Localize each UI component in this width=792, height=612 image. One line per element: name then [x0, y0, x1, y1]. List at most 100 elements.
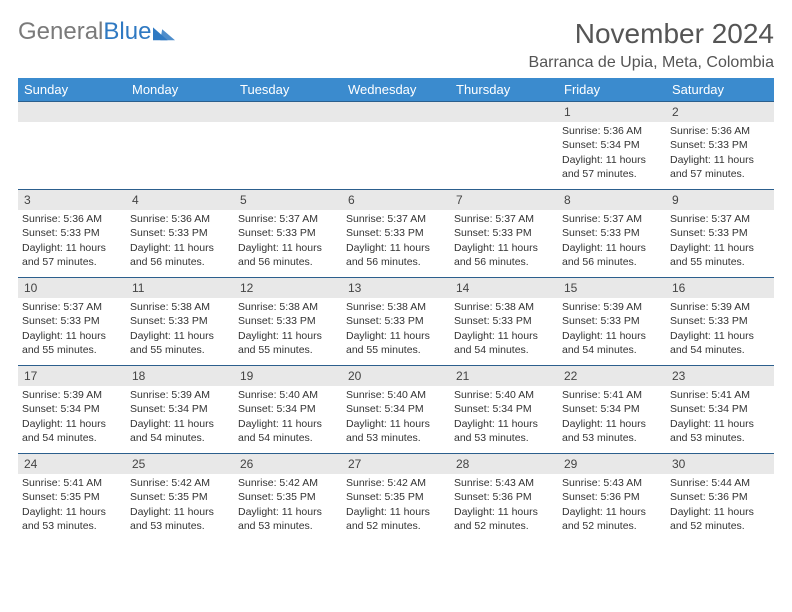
sunrise-text: Sunrise: 5:40 AM	[454, 388, 554, 402]
sunrise-text: Sunrise: 5:41 AM	[562, 388, 662, 402]
day-number: 8	[558, 190, 666, 210]
daylight-text: Daylight: 11 hours and 55 minutes.	[22, 329, 122, 357]
calendar-cell: 4Sunrise: 5:36 AMSunset: 5:33 PMDaylight…	[126, 190, 234, 278]
logo-text: GeneralBlue	[18, 18, 151, 46]
daylight-text: Daylight: 11 hours and 53 minutes.	[670, 417, 770, 445]
sunset-text: Sunset: 5:33 PM	[562, 226, 662, 240]
calendar-week: 24Sunrise: 5:41 AMSunset: 5:35 PMDayligh…	[18, 454, 774, 542]
calendar-cell: 22 Sunrise: 5:41 AMSunset: 5:34 PMDayligh…	[558, 366, 666, 454]
sunrise-text: Sunrise: 5:40 AM	[346, 388, 446, 402]
daylight-text: Daylight: 11 hours and 53 minutes.	[22, 505, 122, 533]
sunset-text: Sunset: 5:34 PM	[238, 402, 338, 416]
logo: GeneralBlue	[18, 18, 175, 46]
day-number: 26	[234, 454, 342, 474]
calendar-week: 1Sunrise: 5:36 AMSunset: 5:34 PMDaylight…	[18, 102, 774, 190]
daylight-text: Daylight: 11 hours and 53 minutes.	[454, 417, 554, 445]
sunset-text: Sunset: 5:36 PM	[454, 490, 554, 504]
daylight-text: Daylight: 11 hours and 53 minutes.	[238, 505, 338, 533]
sunset-text: Sunset: 5:33 PM	[670, 314, 770, 328]
calendar-cell: 1Sunrise: 5:36 AMSunset: 5:34 PMDaylight…	[558, 102, 666, 190]
daylight-text: Daylight: 11 hours and 52 minutes.	[670, 505, 770, 533]
location-text: Barranca de Upia, Meta, Colombia	[529, 54, 774, 72]
calendar-cell: 13Sunrise: 5:38 AMSunset: 5:33 PMDayligh…	[342, 278, 450, 366]
daylight-text: Daylight: 11 hours and 56 minutes.	[562, 241, 662, 269]
day-header: Saturday	[666, 78, 774, 102]
calendar-cell: 20Sunrise: 5:40 AMSunset: 5:34 PMDayligh…	[342, 366, 450, 454]
sunset-text: Sunset: 5:33 PM	[130, 314, 230, 328]
sunrise-text: Sunrise: 5:42 AM	[346, 476, 446, 490]
calendar-cell: 29Sunrise: 5:43 AMSunset: 5:36 PMDayligh…	[558, 454, 666, 542]
sunset-text: Sunset: 5:33 PM	[454, 226, 554, 240]
day-number: 15	[558, 278, 666, 298]
calendar-cell: 24Sunrise: 5:41 AMSunset: 5:35 PMDayligh…	[18, 454, 126, 542]
calendar-cell: 30Sunrise: 5:44 AMSunset: 5:36 PMDayligh…	[666, 454, 774, 542]
day-header: Tuesday	[234, 78, 342, 102]
daylight-text: Daylight: 11 hours and 55 minutes.	[670, 241, 770, 269]
day-number: 7	[450, 190, 558, 210]
sunset-text: Sunset: 5:33 PM	[130, 226, 230, 240]
day-number: 9	[666, 190, 774, 210]
day-number: 25	[126, 454, 234, 474]
sunset-text: Sunset: 5:33 PM	[670, 226, 770, 240]
header: GeneralBlue November 2024 Barranca de Up…	[18, 18, 774, 72]
sunrise-text: Sunrise: 5:39 AM	[562, 300, 662, 314]
daylight-text: Daylight: 11 hours and 53 minutes.	[346, 417, 446, 445]
calendar-week: 10Sunrise: 5:37 AMSunset: 5:33 PMDayligh…	[18, 278, 774, 366]
day-header: Friday	[558, 78, 666, 102]
sunrise-text: Sunrise: 5:39 AM	[130, 388, 230, 402]
calendar-cell: 2Sunrise: 5:36 AMSunset: 5:33 PMDaylight…	[666, 102, 774, 190]
day-number	[18, 102, 126, 122]
logo-word-1: General	[18, 18, 103, 45]
day-number: 6	[342, 190, 450, 210]
daylight-text: Daylight: 11 hours and 53 minutes.	[130, 505, 230, 533]
calendar-cell	[18, 102, 126, 190]
sunrise-text: Sunrise: 5:37 AM	[562, 212, 662, 226]
sunset-text: Sunset: 5:34 PM	[22, 402, 122, 416]
calendar-cell: 3Sunrise: 5:36 AMSunset: 5:33 PMDaylight…	[18, 190, 126, 278]
daylight-text: Daylight: 11 hours and 52 minutes.	[454, 505, 554, 533]
day-number: 27	[342, 454, 450, 474]
daylight-text: Daylight: 11 hours and 53 minutes.	[562, 417, 662, 445]
daylight-text: Daylight: 11 hours and 57 minutes.	[562, 153, 662, 181]
daylight-text: Daylight: 11 hours and 55 minutes.	[130, 329, 230, 357]
sunrise-text: Sunrise: 5:42 AM	[130, 476, 230, 490]
sunrise-text: Sunrise: 5:43 AM	[562, 476, 662, 490]
triangle-icon	[153, 23, 175, 41]
sunset-text: Sunset: 5:35 PM	[346, 490, 446, 504]
day-number: 22	[558, 366, 666, 386]
sunrise-text: Sunrise: 5:37 AM	[670, 212, 770, 226]
calendar-cell: 21Sunrise: 5:40 AMSunset: 5:34 PMDayligh…	[450, 366, 558, 454]
day-number: 20	[342, 366, 450, 386]
day-number: 3	[18, 190, 126, 210]
calendar-cell	[234, 102, 342, 190]
calendar-cell	[450, 102, 558, 190]
day-number: 4	[126, 190, 234, 210]
sunrise-text: Sunrise: 5:36 AM	[22, 212, 122, 226]
day-header: Monday	[126, 78, 234, 102]
sunrise-text: Sunrise: 5:37 AM	[454, 212, 554, 226]
day-header: Sunday	[18, 78, 126, 102]
daylight-text: Daylight: 11 hours and 56 minutes.	[238, 241, 338, 269]
calendar-week: 17Sunrise: 5:39 AMSunset: 5:34 PMDayligh…	[18, 366, 774, 454]
sunrise-text: Sunrise: 5:38 AM	[238, 300, 338, 314]
sunrise-text: Sunrise: 5:37 AM	[22, 300, 122, 314]
calendar-header-row: SundayMondayTuesdayWednesdayThursdayFrid…	[18, 78, 774, 102]
daylight-text: Daylight: 11 hours and 52 minutes.	[562, 505, 662, 533]
day-number: 21	[450, 366, 558, 386]
sunset-text: Sunset: 5:33 PM	[346, 226, 446, 240]
calendar-cell: 19Sunrise: 5:40 AMSunset: 5:34 PMDayligh…	[234, 366, 342, 454]
sunrise-text: Sunrise: 5:39 AM	[22, 388, 122, 402]
calendar-cell: 17Sunrise: 5:39 AMSunset: 5:34 PMDayligh…	[18, 366, 126, 454]
calendar-cell: 14Sunrise: 5:38 AMSunset: 5:33 PMDayligh…	[450, 278, 558, 366]
sunrise-text: Sunrise: 5:44 AM	[670, 476, 770, 490]
sunrise-text: Sunrise: 5:38 AM	[454, 300, 554, 314]
sunset-text: Sunset: 5:36 PM	[562, 490, 662, 504]
calendar-cell	[126, 102, 234, 190]
day-number	[450, 102, 558, 122]
calendar-cell: 9 Sunrise: 5:37 AMSunset: 5:33 PMDaylight…	[666, 190, 774, 278]
sunset-text: Sunset: 5:34 PM	[562, 402, 662, 416]
day-number: 1	[558, 102, 666, 122]
sunset-text: Sunset: 5:33 PM	[346, 314, 446, 328]
calendar-cell: 25Sunrise: 5:42 AMSunset: 5:35 PMDayligh…	[126, 454, 234, 542]
day-number: 5	[234, 190, 342, 210]
